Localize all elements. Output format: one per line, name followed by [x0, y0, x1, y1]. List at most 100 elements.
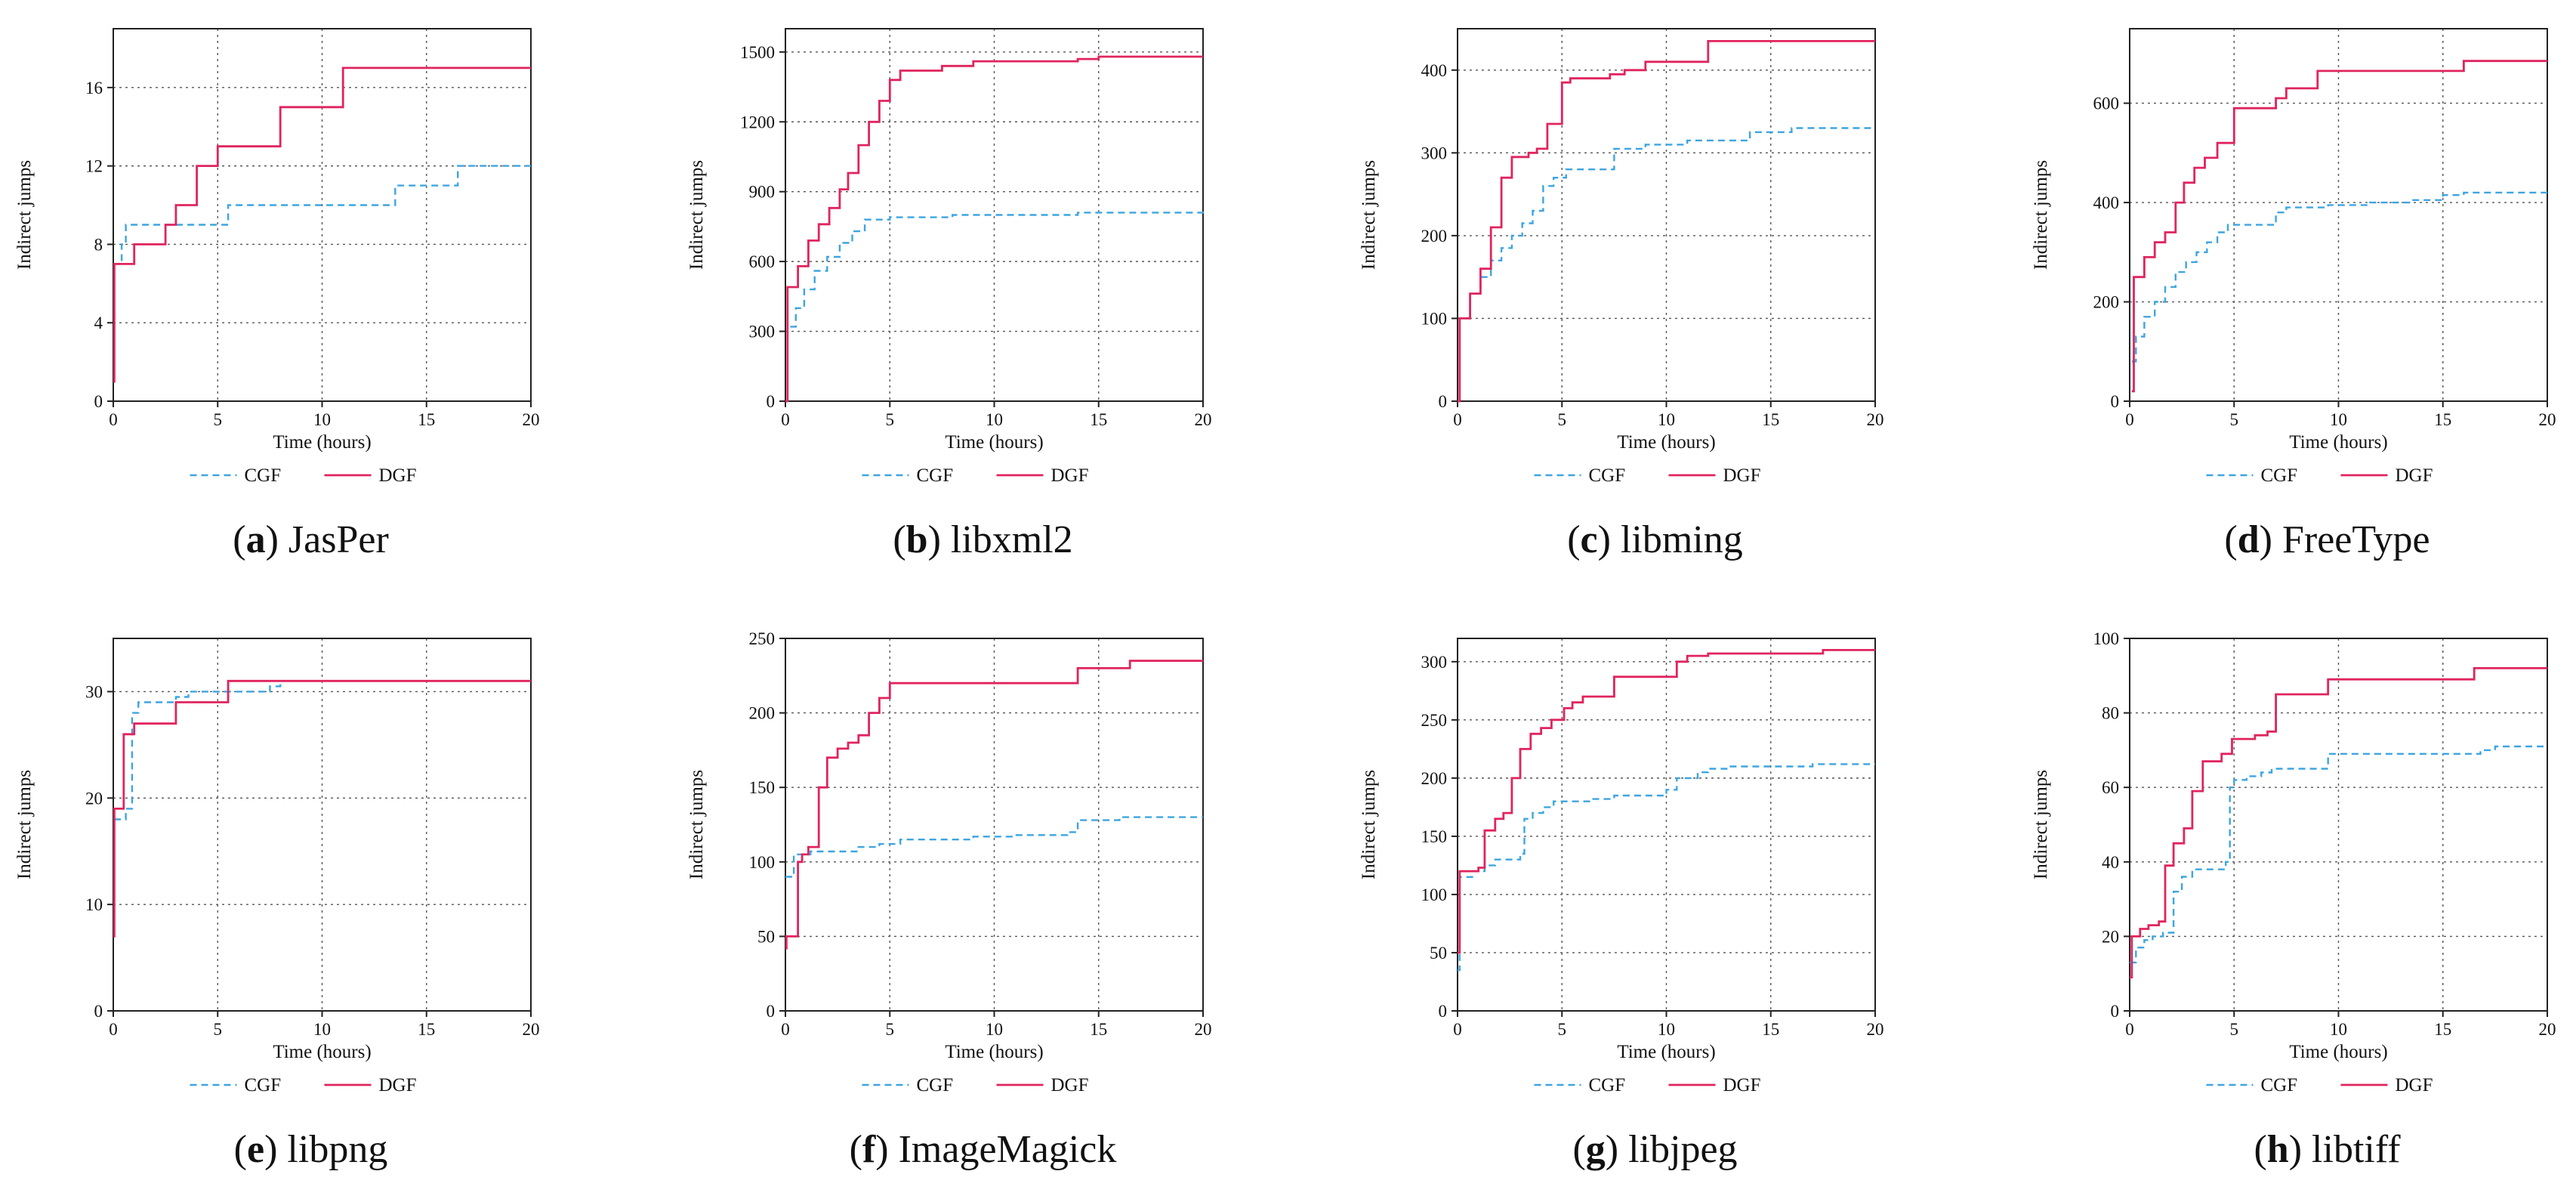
- x-tick-label: 20: [523, 1020, 540, 1039]
- y-tick-label: 12: [85, 157, 103, 176]
- y-tick-label: 50: [757, 927, 775, 946]
- x-axis-label: Time (hours): [945, 1042, 1043, 1062]
- legend: CGF DGF: [862, 1075, 1089, 1095]
- y-axis-label: Indirect jumps: [14, 160, 35, 270]
- x-tick-label: 20: [1867, 1020, 1884, 1039]
- caption-name: libtiff: [2312, 1128, 2401, 1171]
- caption-open-paren: (: [1567, 518, 1580, 561]
- x-tick-label: 0: [1453, 1020, 1462, 1039]
- series-line-cgf: [2131, 191, 2547, 363]
- legend-label-cgf: CGF: [2261, 1075, 2298, 1095]
- caption-name: ImageMagick: [899, 1128, 1117, 1171]
- x-tick-label: 5: [214, 1020, 223, 1039]
- x-tick-label: 20: [1867, 410, 1884, 429]
- legend-label-dgf: DGF: [1051, 465, 1089, 486]
- legend: CGF DGF: [1534, 465, 1761, 486]
- legend-label-cgf: CGF: [917, 465, 954, 486]
- legend-label-cgf: CGF: [1589, 465, 1626, 486]
- panel-caption: (a) JasPer: [233, 518, 389, 561]
- x-tick-label: 10: [2330, 410, 2347, 429]
- panel-caption: (b) libxml2: [893, 518, 1072, 561]
- y-tick-label: 400: [2093, 193, 2120, 212]
- y-tick-label: 200: [1421, 227, 1448, 246]
- legend: CGF DGF: [190, 1075, 417, 1095]
- x-tick-label: 20: [2539, 1020, 2556, 1039]
- x-axis-label: Time (hours): [2289, 1042, 2387, 1062]
- y-tick-label: 100: [1421, 309, 1448, 328]
- caption-letter: c: [1581, 518, 1598, 561]
- caption-letter: h: [2267, 1128, 2289, 1171]
- chart-panel-jasper: 0 5 10 15 20 0 4 8 12 16 Time (hours) Indirect jump…: [14, 28, 540, 561]
- legend-label-cgf: CGF: [245, 1075, 282, 1095]
- x-tick-label: 15: [1762, 1020, 1779, 1039]
- x-tick-label: 10: [2330, 1020, 2347, 1039]
- x-tick-label: 0: [2125, 410, 2134, 429]
- series-line-dgf: [113, 66, 531, 383]
- caption-close-paren: ): [264, 1128, 287, 1171]
- caption-letter: b: [906, 518, 928, 561]
- legend: CGF DGF: [2206, 1075, 2433, 1095]
- x-tick-label: 5: [1558, 1020, 1567, 1039]
- series-line-cgf: [785, 210, 1205, 403]
- x-tick-label: 0: [109, 410, 118, 429]
- legend: CGF DGF: [190, 465, 417, 486]
- chart-panel-libpng: 0 5 10 15 20 0 10 20 30 Time (hours) Indirect jump…: [14, 638, 540, 1171]
- y-tick-label: 20: [85, 789, 103, 808]
- caption-open-paren: (: [2224, 518, 2237, 561]
- y-tick-label: 0: [767, 392, 776, 411]
- series-line-dgf: [113, 679, 531, 938]
- x-tick-label: 10: [986, 1020, 1003, 1039]
- x-tick-label: 10: [313, 1020, 331, 1039]
- caption-letter: e: [247, 1128, 264, 1171]
- x-tick-label: 20: [523, 410, 540, 429]
- caption-close-paren: ): [2260, 518, 2282, 561]
- chart-panel-libxml2: 0 5 10 15 20 0 300 600 900 1200 1500 Time (hours) In…: [686, 28, 1212, 561]
- legend-label-dgf: DGF: [1051, 1075, 1089, 1095]
- caption-letter: d: [2238, 518, 2260, 561]
- y-tick-label: 0: [1439, 1002, 1448, 1021]
- series-line-cgf: [2130, 745, 2547, 964]
- legend: CGF DGF: [2206, 465, 2433, 486]
- y-tick-label: 300: [749, 323, 776, 341]
- x-tick-label: 15: [418, 1020, 435, 1039]
- y-axis-label: Indirect jumps: [14, 770, 35, 879]
- series-line-cgf: [113, 165, 531, 265]
- panel-caption: (e) libpng: [234, 1128, 388, 1171]
- x-tick-label: 10: [986, 410, 1003, 429]
- y-tick-label: 250: [749, 629, 776, 648]
- x-tick-label: 10: [1658, 1020, 1675, 1039]
- y-tick-label: 400: [1421, 61, 1448, 80]
- y-tick-label: 30: [85, 682, 103, 701]
- caption-name: libjpeg: [1628, 1128, 1737, 1171]
- y-tick-label: 10: [85, 895, 103, 914]
- caption-letter: g: [1586, 1128, 1606, 1171]
- y-tick-label: 100: [1421, 885, 1448, 904]
- x-tick-label: 0: [1453, 410, 1462, 429]
- x-tick-label: 10: [313, 410, 331, 429]
- series-line-dgf: [1458, 40, 1875, 403]
- panel-caption: (f) ImageMagick: [850, 1128, 1117, 1171]
- panel-caption: (h) libtiff: [2254, 1128, 2401, 1171]
- x-tick-label: 5: [886, 410, 895, 429]
- y-tick-label: 600: [749, 252, 776, 271]
- y-tick-label: 200: [2093, 293, 2120, 312]
- y-tick-label: 1500: [740, 43, 775, 62]
- series-line-cgf: [1458, 763, 1875, 972]
- legend-label-dgf: DGF: [2396, 465, 2433, 486]
- y-tick-label: 0: [1439, 392, 1448, 411]
- y-axis-label: Indirect jumps: [2031, 160, 2051, 270]
- y-tick-label: 40: [2102, 853, 2119, 872]
- x-tick-label: 0: [2125, 1020, 2134, 1039]
- x-tick-label: 10: [1658, 410, 1675, 429]
- y-tick-label: 100: [749, 853, 776, 872]
- series-line-dgf: [2131, 60, 2547, 393]
- x-tick-label: 5: [1558, 410, 1567, 429]
- y-tick-label: 300: [1421, 144, 1448, 162]
- caption-name: libxml2: [951, 518, 1073, 561]
- x-axis-label: Time (hours): [945, 432, 1043, 453]
- y-tick-label: 0: [2111, 1002, 2120, 1021]
- caption-close-paren: ): [875, 1128, 898, 1171]
